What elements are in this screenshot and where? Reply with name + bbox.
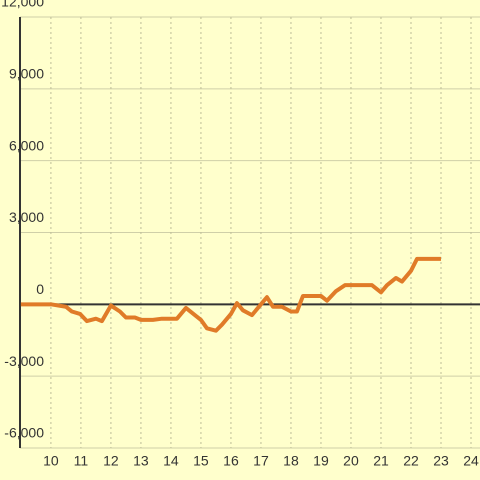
y-tick-label: 12,000 <box>1 0 44 10</box>
y-tick-label: 6,000 <box>9 137 44 153</box>
x-tick-label: 18 <box>283 453 299 469</box>
x-tick-label: 14 <box>163 453 179 469</box>
x-tick-label: 20 <box>343 453 359 469</box>
y-tick-label: 9,000 <box>9 66 44 82</box>
x-tick-label: 13 <box>133 453 149 469</box>
x-tick-label: 10 <box>43 453 59 469</box>
x-tick-label: 21 <box>373 453 389 469</box>
x-tick-label: 22 <box>403 453 419 469</box>
y-tick-label: -6,000 <box>4 425 44 441</box>
y-tick-label: 3,000 <box>9 209 44 225</box>
x-tick-label: 17 <box>253 453 269 469</box>
x-tick-label: 15 <box>193 453 209 469</box>
y-tick-label: 0 <box>36 281 44 297</box>
x-tick-label: 23 <box>433 453 449 469</box>
x-tick-label: 19 <box>313 453 329 469</box>
x-tick-label: 12 <box>103 453 119 469</box>
x-tick-label: 11 <box>74 453 89 469</box>
y-tick-label: -3,000 <box>4 353 44 369</box>
x-tick-label: 16 <box>223 453 239 469</box>
data-line <box>20 256 441 333</box>
x-tick-label: 24 <box>463 453 479 469</box>
